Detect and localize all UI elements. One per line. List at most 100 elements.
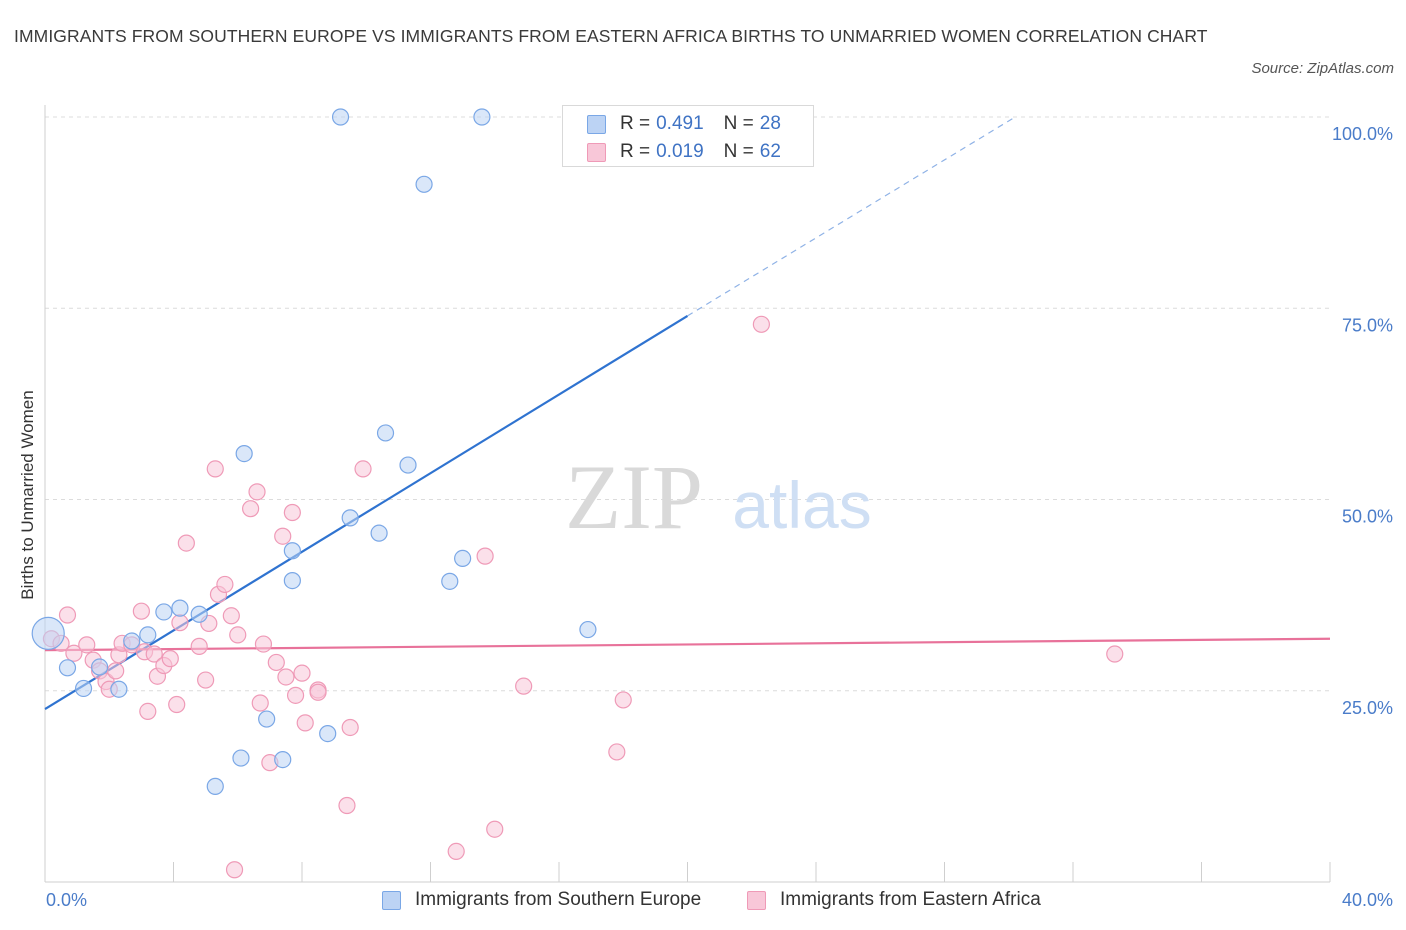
stats-row-eastern-africa: R = 0.019 N = 62	[587, 138, 781, 166]
point-eastern-africa	[338, 796, 356, 815]
point-eastern-africa	[447, 842, 465, 861]
trend-line-southern-europe	[44, 314, 689, 711]
grid-lines	[45, 116, 1330, 692]
point-southern-europe	[341, 509, 359, 527]
point-southern-europe	[319, 724, 337, 743]
point-southern-europe	[441, 572, 459, 590]
point-eastern-africa	[229, 626, 247, 644]
point-southern-europe	[190, 605, 208, 623]
point-southern-europe	[283, 571, 301, 590]
r-value: 0.491	[656, 113, 704, 134]
n-value: 28	[759, 113, 781, 134]
point-southern-europe	[454, 549, 472, 568]
point-eastern-africa	[145, 645, 163, 663]
point-eastern-africa	[132, 602, 150, 620]
point-southern-europe	[123, 632, 141, 650]
point-eastern-africa	[614, 691, 632, 709]
point-southern-europe	[579, 620, 597, 639]
point-eastern-africa	[78, 636, 96, 654]
point-southern-europe	[74, 679, 93, 698]
swatch-eastern-africa	[587, 142, 606, 162]
point-southern-europe	[283, 542, 301, 560]
point-southern-europe	[155, 603, 173, 621]
legend-label-southern-europe: Immigrants from Southern Europe	[415, 889, 702, 910]
point-eastern-africa	[251, 694, 269, 712]
r-label: R =	[620, 141, 651, 162]
n-label: N =	[723, 113, 754, 134]
point-eastern-africa	[225, 861, 244, 879]
n-value: 62	[759, 141, 781, 162]
point-southern-europe	[235, 445, 253, 463]
point-eastern-africa	[254, 635, 273, 653]
y-tick-label: 75.0%	[1342, 315, 1393, 335]
points-southern-europe	[31, 108, 597, 795]
legend-label-eastern-africa: Immigrants from Eastern Africa	[780, 889, 1041, 910]
chart-title: IMMIGRANTS FROM SOUTHERN EUROPE VS IMMIG…	[14, 26, 1208, 46]
y-tick-label: 50.0%	[1342, 507, 1393, 527]
point-eastern-africa	[476, 547, 494, 565]
point-eastern-africa	[486, 820, 504, 838]
legend-swatch-southern-europe	[382, 890, 401, 910]
point-eastern-africa	[171, 614, 189, 632]
watermark-atlas: atlas	[732, 468, 871, 542]
legend-item-southern-europe[interactable]: Immigrants from Southern Europe	[382, 889, 701, 911]
swatch-southern-europe	[587, 114, 606, 134]
stats-legend: R = 0.491 N = 28 R = 0.019 N = 62	[562, 105, 814, 167]
point-eastern-africa	[107, 662, 125, 680]
point-southern-europe	[376, 424, 395, 442]
y-tick-labels: 100.0% 75.0% 50.0% 25.0%	[1332, 124, 1393, 718]
point-eastern-africa	[341, 718, 359, 737]
x-tick-label-max: 40.0%	[1341, 890, 1393, 910]
point-southern-europe	[274, 750, 292, 769]
x-tick-label-min: 0.0%	[46, 890, 88, 910]
point-southern-europe	[232, 749, 250, 767]
point-southern-europe	[110, 680, 128, 698]
y-tick-label: 25.0%	[1342, 698, 1393, 718]
point-southern-europe	[206, 777, 224, 795]
series-legend: Immigrants from Southern Europe Immigran…	[0, 889, 1406, 915]
point-eastern-africa	[177, 534, 195, 552]
point-eastern-africa	[296, 714, 314, 732]
point-eastern-africa	[139, 702, 157, 721]
point-eastern-africa	[277, 668, 295, 686]
point-eastern-africa	[608, 743, 626, 761]
watermark-zip: ZIP	[565, 446, 703, 548]
legend-swatch-eastern-africa	[747, 890, 766, 910]
point-eastern-africa	[354, 460, 372, 478]
point-eastern-africa	[168, 695, 186, 714]
point-eastern-africa	[190, 637, 208, 655]
point-eastern-africa	[242, 500, 260, 518]
point-eastern-africa	[267, 653, 285, 672]
point-southern-europe	[399, 456, 417, 474]
axes	[44, 105, 1331, 883]
point-eastern-africa	[65, 644, 83, 662]
point-southern-europe	[473, 108, 491, 126]
r-label: R =	[620, 113, 651, 134]
point-eastern-africa	[161, 650, 179, 668]
point-southern-europe	[415, 175, 433, 193]
point-eastern-africa	[1106, 645, 1124, 663]
point-eastern-africa	[222, 607, 240, 625]
point-eastern-africa	[293, 664, 311, 682]
stats-row-southern-europe: R = 0.491 N = 28	[587, 110, 781, 138]
point-eastern-africa	[58, 606, 77, 624]
legend-item-eastern-africa[interactable]: Immigrants from Eastern Africa	[747, 889, 1041, 911]
point-southern-europe	[31, 616, 65, 650]
point-eastern-africa	[309, 683, 327, 701]
point-eastern-africa	[197, 671, 215, 689]
point-southern-europe	[58, 659, 77, 677]
y-tick-label: 100.0%	[1332, 124, 1393, 144]
point-southern-europe	[258, 710, 276, 728]
point-eastern-africa	[274, 527, 292, 545]
source-label: Source: ZipAtlas.com	[1251, 60, 1394, 77]
point-eastern-africa	[216, 575, 234, 594]
point-southern-europe	[370, 524, 388, 542]
point-eastern-africa	[286, 686, 305, 704]
r-value: 0.019	[656, 141, 704, 162]
point-eastern-africa	[515, 677, 533, 695]
point-eastern-africa	[283, 503, 301, 522]
point-southern-europe	[171, 599, 189, 617]
point-eastern-africa	[248, 483, 266, 501]
trend-line-southern-europe-extension	[687, 116, 1016, 317]
point-southern-europe	[91, 658, 109, 676]
